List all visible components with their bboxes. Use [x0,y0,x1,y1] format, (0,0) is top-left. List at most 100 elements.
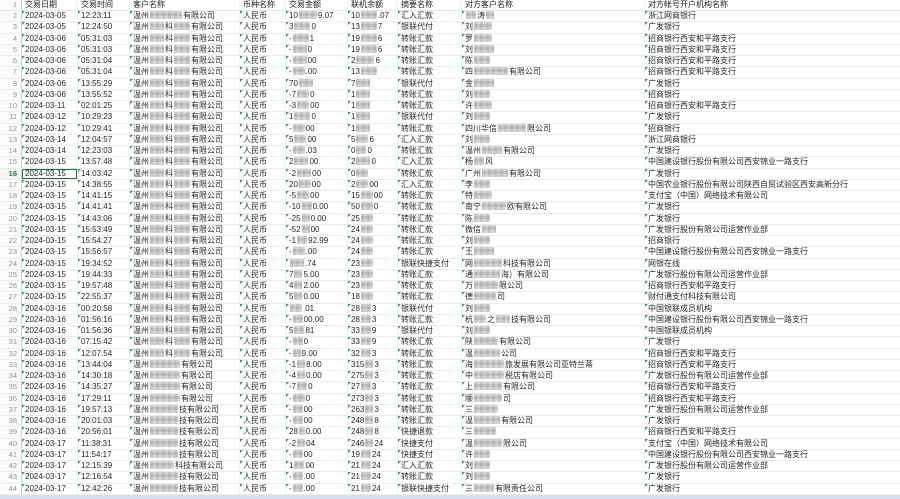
cell-transaction-amount[interactable]: -00 [286,416,348,427]
cell-customer-name[interactable]: 温州 技有限公司 [130,472,240,483]
cell-transaction-time[interactable]: 14:03:42 [78,168,130,179]
cell-online-balance[interactable]: 18 [348,292,398,303]
cell-online-balance[interactable]: 273 3 [348,393,398,404]
cell-transaction-amount[interactable]: 5 00 [286,134,348,145]
cell-transaction-time[interactable]: 12:04:57 [78,134,130,145]
cell-counterparty-name[interactable]: 杨风 [462,157,645,168]
cell-counterparty-bank[interactable]: 浙江网商银行 [645,11,900,21]
cell-counterparty-bank[interactable]: 中国建设银行股份有限公司西安锦业一路支行 [645,247,900,257]
cell-summary[interactable]: 银联快捷支付 [398,483,462,494]
cell-transaction-time[interactable]: 19:44:33 [78,269,130,280]
cell-online-balance[interactable]: 248 8 [348,427,398,438]
cell-summary[interactable]: 转账汇款 [398,224,462,235]
cell-counterparty-bank[interactable]: 中国建设银行股份有限公司西安锦业一路支行 [645,314,900,325]
cell-counterparty-name[interactable]: 刘 [462,236,645,247]
row-number[interactable]: 32 [0,348,22,359]
cell-online-balance[interactable]: 1 [348,112,398,123]
cell-transaction-time[interactable]: 19:57:13 [78,404,130,415]
cell-counterparty-bank[interactable]: 浙江网商银行 [645,134,900,145]
row-number[interactable]: 44 [0,483,22,494]
cell-online-balance[interactable]: 33 9 [348,326,398,337]
cell-counterparty-bank[interactable]: 中国农业银行股份有限公司陕西自贸试验区西安高新分行 [645,179,900,190]
cell-currency[interactable]: 人民币 [240,89,286,100]
cell-customer-name[interactable]: 温州科有限公司 [130,224,240,235]
cell-transaction-amount[interactable]: - .00 [286,472,348,483]
cell-transaction-date[interactable]: 2024-03-15 [22,168,78,179]
cell-summary[interactable]: 转账汇款 [398,191,462,202]
cell-counterparty-bank[interactable]: 广发银行 [645,112,900,122]
cell-transaction-amount[interactable]: .01 [286,303,348,314]
cell-transaction-amount[interactable]: - .03 [286,146,348,157]
cell-transaction-time[interactable]: 05:31:04 [78,56,130,67]
cell-counterparty-name[interactable]: 罗 [462,33,645,44]
cell-transaction-time[interactable]: 14:35:27 [78,382,130,393]
cell-customer-name[interactable]: 温州科有限公司 [130,247,240,258]
cell-customer-name[interactable]: 温州科有限公司 [130,89,240,100]
cell-transaction-date[interactable]: 2024-03-16 [22,382,78,393]
cell-online-balance[interactable]: 246 24 [348,438,398,449]
cell-customer-name[interactable]: 温州 有限公司 [130,371,240,382]
cell-customer-name[interactable]: 温州科有限公司 [130,146,240,157]
row-number[interactable]: 13 [0,134,22,145]
cell-transaction-date[interactable]: 2024-03-16 [22,326,78,337]
cell-transaction-amount[interactable]: 70 [286,78,348,89]
cell-currency[interactable]: 人民币 [240,404,286,415]
cell-transaction-time[interactable]: 10:29:41 [78,123,130,134]
cell-counterparty-bank[interactable]: 招商银行西安和平路支行 [645,101,900,111]
cell-counterparty-bank[interactable]: 招商银行西安和平路支行 [645,56,900,66]
column-header-currency[interactable]: 币种名称 [240,0,286,10]
cell-summary[interactable]: 转账汇款 [398,281,462,292]
cell-counterparty-bank[interactable]: 广发银行股份有限公司运营作业部 [645,224,900,235]
cell-counterparty-name[interactable]: 刘 [462,134,645,145]
row-number[interactable]: 19 [0,202,22,213]
cell-transaction-date[interactable]: 2024-03-16 [22,404,78,415]
cell-currency[interactable]: 人民币 [240,157,286,168]
cell-currency[interactable]: 人民币 [240,449,286,460]
cell-customer-name[interactable]: 温州科有限公司 [130,33,240,44]
cell-counterparty-bank[interactable]: 广发银行 [645,168,900,179]
cell-customer-name[interactable]: 温州 科技有限公司 [130,461,240,472]
row-number[interactable]: 34 [0,371,22,382]
cell-summary[interactable]: 转账汇款 [398,202,462,213]
row-number[interactable]: 2 [0,11,22,22]
cell-transaction-date[interactable]: 2024-03-17 [22,461,78,472]
cell-online-balance[interactable]: 13 7 [348,22,398,33]
cell-currency[interactable]: 人民币 [240,56,286,67]
cell-transaction-time[interactable]: 12:16:54 [78,472,130,483]
row-number[interactable]: 23 [0,247,22,258]
cell-transaction-date[interactable]: 2024-03-16 [22,359,78,370]
row-number[interactable]: 16 [0,168,22,179]
cell-transaction-date[interactable]: 2024-03-17 [22,449,78,460]
cell-summary[interactable]: 银联代付 [398,22,462,33]
cell-customer-name[interactable]: 温州科有限公司 [130,337,240,348]
cell-online-balance[interactable]: 27 3 [348,382,398,393]
cell-currency[interactable]: 人民币 [240,78,286,89]
cell-counterparty-bank[interactable]: 中国建设银行股份有限公司西安锦业一路支行 [645,449,900,460]
row-number[interactable]: 28 [0,303,22,314]
cell-currency[interactable]: 人民币 [240,359,286,370]
cell-counterparty-bank[interactable]: 招商银行西安和平路支行 [645,281,900,291]
cell-counterparty-bank[interactable]: 中国银联成员机构 [645,303,900,314]
row-number[interactable]: 12 [0,123,22,134]
cell-customer-name[interactable]: 温州科有限公司 [130,236,240,247]
cell-transaction-date[interactable]: 2024-03-14 [22,146,78,157]
cell-transaction-date[interactable]: 2024-03-06 [22,89,78,100]
cell-counterparty-bank[interactable]: 广发银行 [645,337,900,347]
cell-customer-name[interactable]: 温州 有限公司 [130,11,240,22]
cell-online-balance[interactable]: 21 24 [348,461,398,472]
cell-currency[interactable]: 人民币 [240,11,286,22]
cell-counterparty-bank[interactable]: 广发银行 [645,483,900,494]
cell-customer-name[interactable]: 温州 技有限公司 [130,438,240,449]
cell-transaction-amount[interactable]: - .00 [286,67,348,78]
cell-transaction-date[interactable]: 2024-03-15 [22,236,78,247]
cell-counterparty-name[interactable]: 四有限公司 [462,67,645,78]
cell-counterparty-bank[interactable]: 招商银行西安和平路支行 [645,393,900,404]
cell-currency[interactable]: 人民币 [240,393,286,404]
cell-currency[interactable]: 人民币 [240,382,286,393]
cell-customer-name[interactable]: 温州科有限公司 [130,22,240,33]
cell-counterparty-name[interactable]: 顺司 [462,393,645,404]
cell-summary[interactable]: 银联快捷支付 [398,258,462,269]
cell-summary[interactable]: 转账汇款 [398,269,462,280]
cell-transaction-amount[interactable]: 4 2.00 [286,281,348,292]
cell-customer-name[interactable]: 温州 有限公司 [130,393,240,404]
